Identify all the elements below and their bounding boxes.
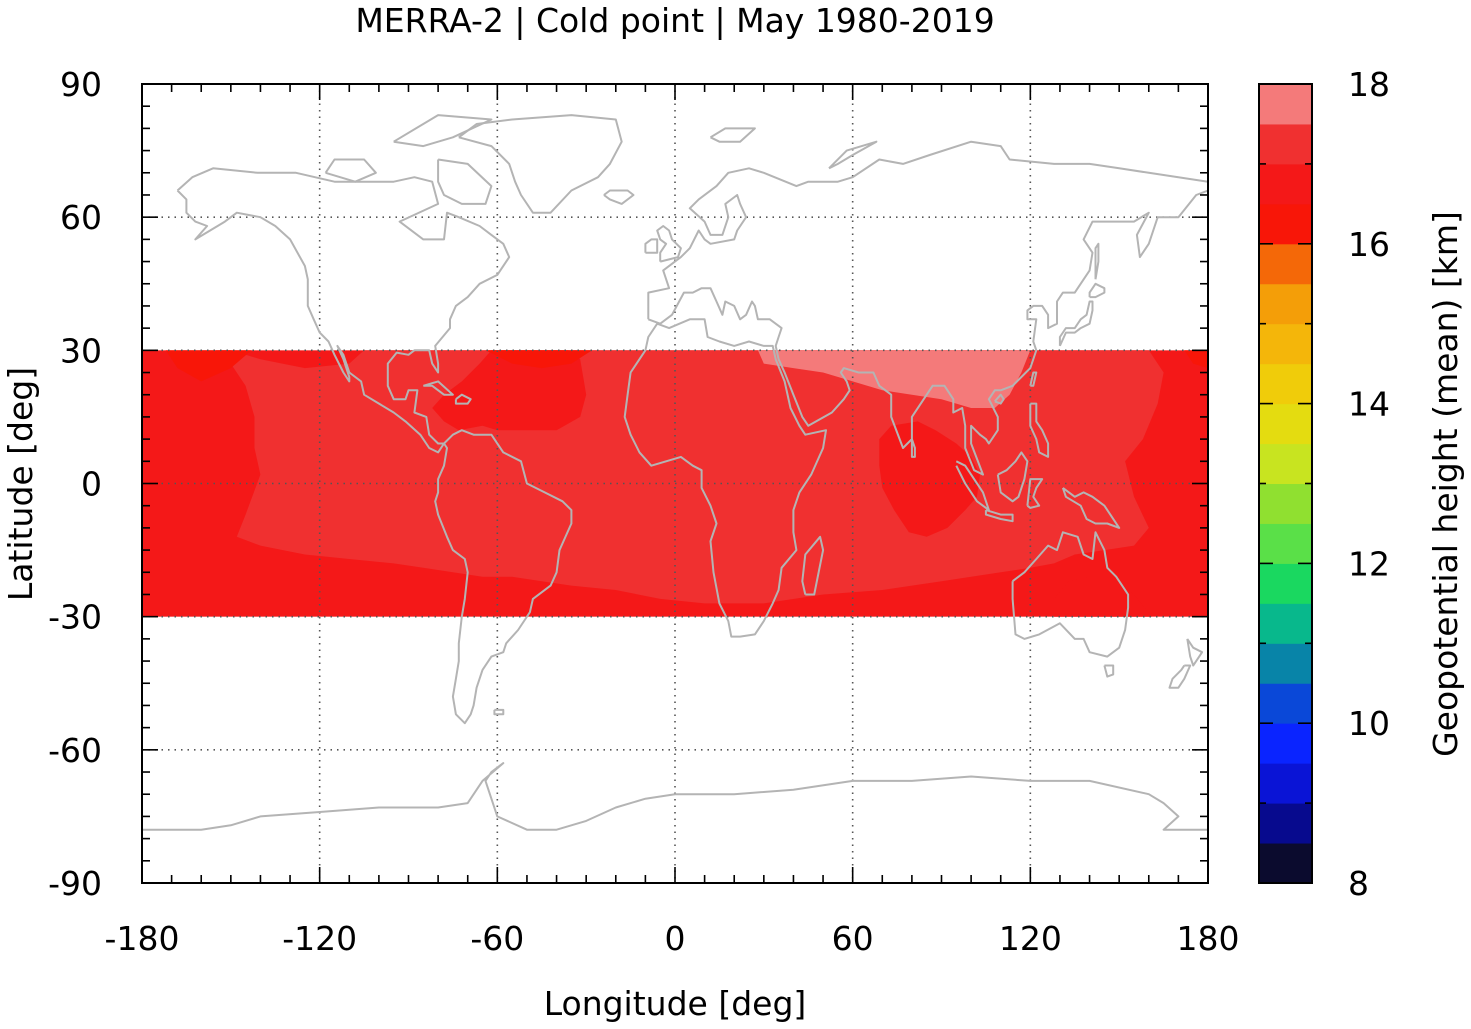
colorbar-swatch — [1259, 403, 1312, 445]
coastline-nz-south — [1168, 664, 1192, 689]
grid-lines — [142, 84, 1208, 883]
field-region-caribbean-patch — [432, 350, 587, 431]
y-tick-label: 90 — [60, 65, 102, 104]
colorbar-tick-label: 8 — [1348, 864, 1369, 903]
x-tick-label: 120 — [999, 919, 1062, 958]
colorbar-swatch — [1259, 643, 1312, 684]
colorbar-swatch — [1259, 683, 1312, 724]
coastline-java — [984, 509, 1014, 523]
coastline-baffin — [437, 158, 493, 205]
x-tick-label: -180 — [105, 919, 180, 958]
y-tick-label: -90 — [48, 864, 102, 903]
x-tick-label: -60 — [470, 919, 524, 958]
coastline-cuba — [423, 380, 454, 396]
field-region-north-pacific-patch-1 — [165, 350, 252, 382]
y-tick-label: 60 — [60, 198, 102, 237]
colorbar-tick-label: 14 — [1348, 385, 1390, 424]
chart-title: MERRA-2 | Cold point | May 1980-2019 — [355, 1, 994, 40]
colorbar-swatch — [1259, 803, 1312, 844]
field-region-north-pacific-patch-2 — [1184, 350, 1208, 369]
x-tick-label: -120 — [282, 919, 357, 958]
colorbar-tick-label: 10 — [1348, 704, 1390, 743]
colorbar-swatch — [1259, 523, 1312, 564]
coastline-britain — [656, 225, 682, 263]
coastline-greenland — [458, 114, 623, 214]
coastline-australia — [1011, 531, 1130, 658]
y-tick-label: -30 — [48, 598, 102, 637]
coastline-sri-lanka — [910, 438, 916, 458]
coastline-sulawesi — [1026, 478, 1044, 509]
colorbar-swatch — [1259, 203, 1312, 245]
y-tick-label: -60 — [48, 731, 102, 770]
x-tick-labels: -180 -120 -60 0 60 120 180 — [105, 919, 1240, 958]
colorbar-swatch — [1259, 563, 1312, 604]
y-axis-label: Latitude [deg] — [1, 367, 40, 601]
coastline-japan — [1058, 300, 1094, 347]
axis-ticks — [141, 83, 1209, 884]
coastline-ellesmere — [393, 114, 493, 148]
coastline-north-america — [176, 167, 511, 454]
field-region-north-atlantic-patch — [485, 350, 593, 369]
coastline-victoria-island — [324, 158, 377, 183]
colorbar-swatch — [1259, 84, 1312, 125]
colorbar — [1259, 84, 1312, 884]
colorbar-swatch — [1259, 123, 1312, 165]
coastline-hispaniola — [454, 393, 472, 405]
coastline-ireland — [644, 238, 659, 254]
coastlines — [142, 114, 1208, 831]
colorbar-swatch — [1259, 763, 1312, 804]
colorbar-label: Geopotential height (mean) [km] — [1426, 211, 1465, 757]
coastline-sakhalin — [1094, 242, 1100, 280]
colorbar-swatch — [1259, 163, 1312, 205]
y-tick-label: 0 — [81, 465, 102, 504]
colorbar-swatch — [1259, 443, 1312, 484]
x-axis-label: Longitude [deg] — [544, 984, 807, 1023]
x-tick-label: 180 — [1177, 919, 1240, 958]
coastline-madagascar — [801, 535, 825, 596]
coastline-philippines — [1029, 402, 1050, 458]
colorbar-swatch — [1259, 603, 1312, 644]
colorbar-tick-label: 18 — [1348, 65, 1390, 104]
x-tick-label: 0 — [665, 919, 686, 958]
coastline-hokkaido — [1088, 282, 1106, 299]
field-region-indian-ocean-patch — [879, 421, 980, 537]
y-tick-labels: -90 -60 -30 0 30 60 90 — [48, 65, 102, 903]
coastline-new-guinea — [1061, 487, 1121, 529]
coastline-iceland — [603, 189, 635, 205]
coastline-south-america — [434, 429, 573, 725]
coastline-falklands — [493, 708, 505, 716]
coastline-eurasia — [647, 140, 1208, 476]
colorbar-tick-label: 16 — [1348, 225, 1390, 264]
coastline-svalbard — [709, 127, 756, 143]
colorbar-swatch — [1259, 843, 1312, 884]
colorbar-tick-label: 12 — [1348, 544, 1390, 583]
colorbar-ticks — [1259, 83, 1312, 884]
colorbar-swatch — [1259, 243, 1312, 285]
colorbar-swatch — [1259, 723, 1312, 764]
x-tick-label: 60 — [832, 919, 874, 958]
colorbar-swatch — [1259, 483, 1312, 524]
colorbar-swatch — [1259, 283, 1312, 325]
coastline-hainan — [994, 393, 1005, 405]
coastline-nz-north — [1186, 638, 1204, 667]
coastline-borneo — [996, 451, 1029, 503]
coastline-novaya-zemlya — [828, 140, 878, 170]
field-region-asian-monsoon — [757, 350, 1031, 408]
coastline-africa — [623, 318, 827, 638]
coastline-taiwan — [1029, 371, 1038, 387]
colorbar-swatch — [1259, 363, 1312, 405]
colorbar-tick-labels: 8 10 12 14 16 18 — [1348, 65, 1390, 903]
coastline-antarctica — [142, 762, 1208, 831]
colorbar-swatch — [1259, 323, 1312, 365]
coastline-tasmania — [1103, 664, 1115, 678]
y-tick-label: 30 — [60, 331, 102, 370]
